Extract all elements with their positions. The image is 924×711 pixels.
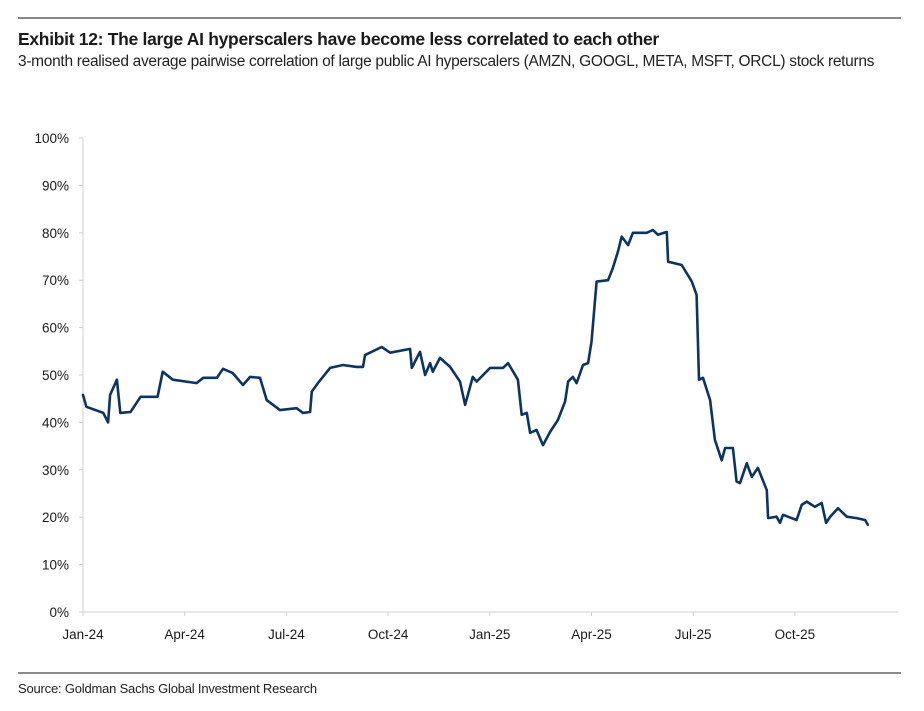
x-tick-label: Oct-25 [775,627,816,642]
y-tick-label: 90% [42,178,69,193]
y-tick-label: 70% [42,273,69,288]
y-tick-label: 20% [42,510,69,525]
y-tick-label: 10% [42,558,69,573]
x-axis: Jan-24 Apr-24 Jul-24 Oct-24 Jan-25 Apr-25 Jul-… [62,611,898,642]
y-tick-label: 60% [42,321,69,336]
y-tick-label: 80% [42,226,69,241]
y-tick-label: 100% [34,131,69,146]
y-tick-label: 50% [42,368,69,383]
series-layer [81,228,870,527]
top-rule [18,17,901,19]
y-axis: 0% 10% 20% 30% 40% 50% 60% 70% 80% 90% 100% [34,131,84,620]
x-tick-label: Jan-24 [62,627,104,642]
correlation-line [81,228,870,527]
x-tick-label: Apr-25 [571,627,612,642]
chart-title: Exhibit 12: The large AI hyperscalers ha… [18,29,659,49]
x-tick-label: Jul-25 [675,627,712,642]
x-tick-label: Apr-24 [164,627,205,642]
x-tick-label: Jul-24 [268,627,305,642]
x-tick-label: Jan-25 [469,627,510,642]
chart-subtitle: 3-month realised average pairwise correl… [18,53,875,70]
x-tick-label: Oct-24 [368,627,409,642]
bottom-rule [18,672,901,674]
y-tick-label: 40% [42,415,69,430]
y-tick-label: 30% [42,463,69,478]
source-note: Source: Goldman Sachs Global Investment … [18,681,317,696]
y-tick-label: 0% [49,605,69,620]
